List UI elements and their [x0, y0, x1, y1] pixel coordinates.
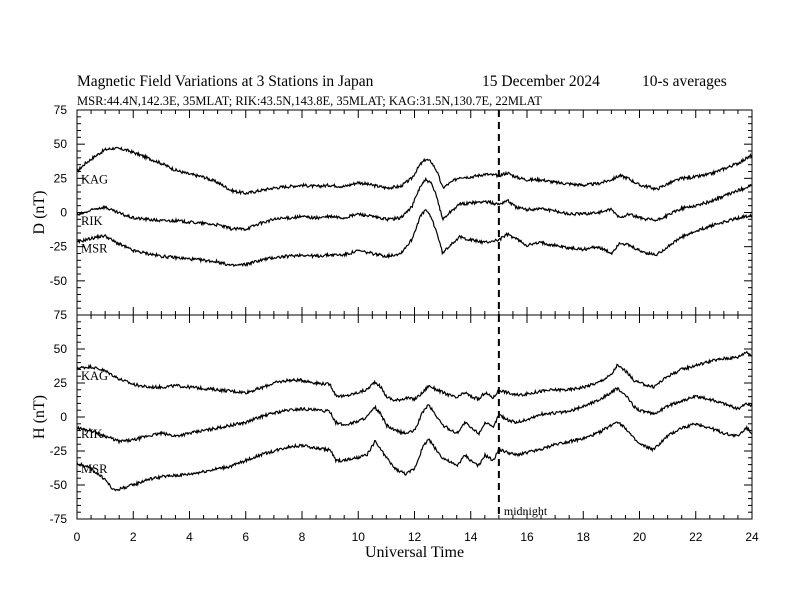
- x-tick-label: 8: [299, 530, 306, 544]
- x-tick-label: 2: [130, 530, 137, 544]
- y-tick-label: 75: [54, 308, 68, 322]
- y-tick-label: 50: [54, 342, 68, 356]
- y-tick-label: -25: [50, 444, 68, 458]
- series-label-msr: MSR: [81, 462, 108, 476]
- y-tick-label: 25: [54, 376, 68, 390]
- x-tick-label: 12: [408, 530, 422, 544]
- series-kag-H: [76, 350, 752, 403]
- x-tick-label: 24: [745, 530, 759, 544]
- y-tick-label: 25: [54, 171, 68, 185]
- series-label-msr: MSR: [81, 242, 108, 256]
- x-tick-label: 0: [74, 530, 81, 544]
- x-axis-title: Universal Time: [365, 544, 464, 561]
- panel-frame-H: [76, 314, 753, 520]
- station-info: MSR:44.4N,142.3E, 35MLAT; RIK:43.5N,143.…: [77, 94, 542, 108]
- series-label-rik: RIK: [81, 427, 103, 441]
- y-tick-label: -75: [50, 512, 68, 526]
- x-tick-label: 20: [633, 530, 647, 544]
- series-msr-H: [76, 421, 753, 492]
- midnight-label: midnight: [504, 504, 548, 518]
- x-tick-label: 16: [520, 530, 534, 544]
- chart-title: Magnetic Field Variations at 3 Stations …: [77, 73, 374, 90]
- x-tick-label: 10: [352, 530, 366, 544]
- panel-frame-D: [76, 109, 753, 316]
- series-label-kag: KAG: [81, 173, 108, 187]
- series-kag-D: [76, 146, 753, 196]
- x-tick-label: 4: [186, 530, 193, 544]
- series-rik-H: [76, 386, 753, 445]
- y-axis-title: H (nT): [31, 395, 48, 439]
- y-tick-label: 0: [60, 410, 67, 424]
- y-tick-label: -50: [50, 274, 68, 288]
- y-tick-label: 75: [54, 103, 68, 117]
- x-tick-label: 6: [242, 530, 249, 544]
- x-tick-label: 22: [689, 530, 703, 544]
- series-label-rik: RIK: [81, 214, 103, 228]
- series-msr-D: [77, 208, 753, 268]
- series-rik-D: [76, 176, 753, 232]
- y-axis-title: D (nT): [31, 191, 48, 235]
- y-tick-label: -50: [50, 478, 68, 492]
- averaging-note: 10-s averages: [642, 73, 727, 90]
- x-tick-label: 18: [577, 530, 591, 544]
- x-tick-label: 14: [464, 530, 478, 544]
- series-label-kag: KAG: [81, 369, 108, 383]
- y-tick-label: 0: [60, 206, 67, 220]
- chart-date: 15 December 2024: [482, 73, 600, 90]
- y-tick-label: -25: [50, 240, 68, 254]
- y-tick-label: 50: [54, 137, 68, 151]
